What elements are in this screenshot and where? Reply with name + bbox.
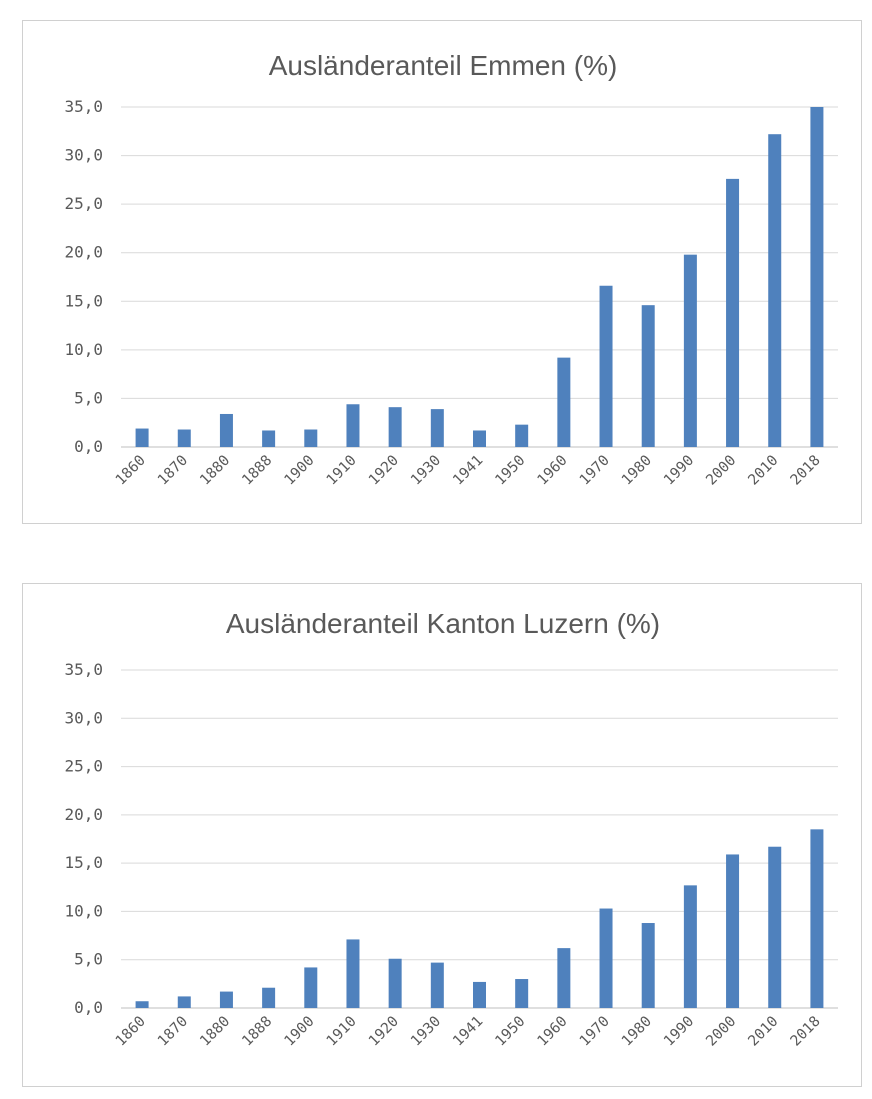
chart-emmen-svg: Ausländeranteil Emmen (%) 0,0 5,0 10,0 15,0… bbox=[64, 50, 838, 489]
x-tick-label: 1980 bbox=[619, 1014, 655, 1050]
x-tick-label: 1870 bbox=[155, 1014, 191, 1050]
x-tick-label: 1930 bbox=[408, 1014, 444, 1050]
bar bbox=[641, 305, 655, 447]
y-tick-label: 25,0 bbox=[64, 757, 103, 776]
bar bbox=[810, 107, 824, 447]
bar bbox=[262, 987, 276, 1008]
y-tick-label: 5,0 bbox=[74, 950, 103, 969]
x-tick-label: 1888 bbox=[239, 1014, 275, 1050]
bar bbox=[515, 424, 529, 447]
x-tick-label: 1960 bbox=[535, 1014, 571, 1050]
bar bbox=[135, 428, 149, 447]
x-tick-label: 1941 bbox=[450, 1014, 486, 1050]
bar bbox=[768, 134, 782, 447]
bar bbox=[473, 430, 486, 447]
y-tick-label: 0,0 bbox=[74, 998, 103, 1017]
x-tick-label: 1888 bbox=[239, 453, 275, 489]
bar bbox=[262, 430, 276, 447]
x-tick-label: 2018 bbox=[788, 1014, 824, 1050]
bar bbox=[177, 996, 191, 1008]
x-tick-label: 1870 bbox=[155, 453, 191, 489]
x-tick-label: 1860 bbox=[113, 1014, 149, 1050]
y-tick-label: 0,0 bbox=[74, 437, 103, 456]
chart-title: Ausländeranteil Emmen (%) bbox=[269, 50, 618, 81]
x-tick-label: 2000 bbox=[703, 1014, 739, 1050]
x-tick-label: 1990 bbox=[661, 453, 697, 489]
bar bbox=[641, 923, 655, 1008]
x-tick-label: 1950 bbox=[492, 1014, 528, 1050]
x-tick-label: 1920 bbox=[366, 453, 402, 489]
y-tick-label: 35,0 bbox=[64, 660, 103, 679]
chart-luzern-svg: Ausländeranteil Kanton Luzern (%) 0,0 5,0… bbox=[64, 608, 838, 1050]
chart-title: Ausländeranteil Kanton Luzern (%) bbox=[226, 608, 660, 639]
x-tick-label: 2000 bbox=[703, 453, 739, 489]
x-tick-label: 2018 bbox=[788, 453, 824, 489]
y-tick-label: 20,0 bbox=[64, 805, 103, 824]
x-tick-label: 1880 bbox=[197, 1014, 233, 1050]
y-tick-label: 20,0 bbox=[64, 243, 103, 262]
bar bbox=[557, 357, 571, 447]
chart-luzern: Ausländeranteil Kanton Luzern (%) 0,0 5,0… bbox=[22, 583, 862, 1087]
bar bbox=[219, 413, 233, 447]
x-tick-label: 1950 bbox=[492, 453, 528, 489]
bar bbox=[346, 404, 360, 447]
x-tick-label: 1860 bbox=[113, 453, 149, 489]
x-tick-label: 1980 bbox=[619, 453, 655, 489]
x-tick-label: 1960 bbox=[535, 453, 571, 489]
bar bbox=[726, 178, 740, 447]
bar bbox=[473, 981, 486, 1008]
bar bbox=[346, 939, 360, 1008]
x-tick-label: 2010 bbox=[746, 453, 782, 489]
bar bbox=[304, 429, 318, 447]
y-tick-label: 10,0 bbox=[64, 901, 103, 920]
bar bbox=[304, 967, 318, 1008]
chart-emmen: Ausländeranteil Emmen (%) 0,0 5,0 10,0 15,0… bbox=[22, 20, 862, 524]
bar bbox=[683, 254, 697, 447]
x-tick-label: 2010 bbox=[746, 1014, 782, 1050]
bar bbox=[726, 854, 740, 1008]
bar bbox=[599, 285, 613, 447]
bar bbox=[430, 962, 444, 1008]
y-tick-label: 30,0 bbox=[64, 708, 103, 727]
bar bbox=[135, 1001, 149, 1008]
bar bbox=[683, 885, 697, 1008]
x-tick-label: 1900 bbox=[282, 453, 318, 489]
y-tick-label: 30,0 bbox=[64, 146, 103, 165]
x-tick-label: 1941 bbox=[450, 453, 486, 489]
y-tick-label: 25,0 bbox=[64, 194, 103, 213]
x-tick-label: 1970 bbox=[577, 1014, 613, 1050]
bar bbox=[515, 979, 529, 1008]
x-tick-label: 1990 bbox=[661, 1014, 697, 1050]
x-tick-label: 1880 bbox=[197, 453, 233, 489]
x-tick-label: 1930 bbox=[408, 453, 444, 489]
y-tick-label: 15,0 bbox=[64, 853, 103, 872]
x-tick-label: 1910 bbox=[324, 453, 360, 489]
x-tick-label: 1970 bbox=[577, 453, 613, 489]
y-tick-label: 15,0 bbox=[64, 291, 103, 310]
x-tick-label: 1920 bbox=[366, 1014, 402, 1050]
bar bbox=[177, 429, 191, 447]
bar bbox=[388, 958, 402, 1008]
bar bbox=[810, 829, 824, 1008]
bar bbox=[388, 407, 402, 447]
x-tick-label: 1910 bbox=[324, 1014, 360, 1050]
y-tick-label: 10,0 bbox=[64, 340, 103, 359]
y-tick-label: 35,0 bbox=[64, 97, 103, 116]
bar bbox=[219, 991, 233, 1008]
x-tick-label: 1900 bbox=[282, 1014, 318, 1050]
y-tick-label: 5,0 bbox=[74, 388, 103, 407]
bar bbox=[599, 908, 613, 1008]
bar bbox=[557, 948, 571, 1008]
bar bbox=[768, 846, 782, 1008]
bar bbox=[430, 409, 444, 447]
